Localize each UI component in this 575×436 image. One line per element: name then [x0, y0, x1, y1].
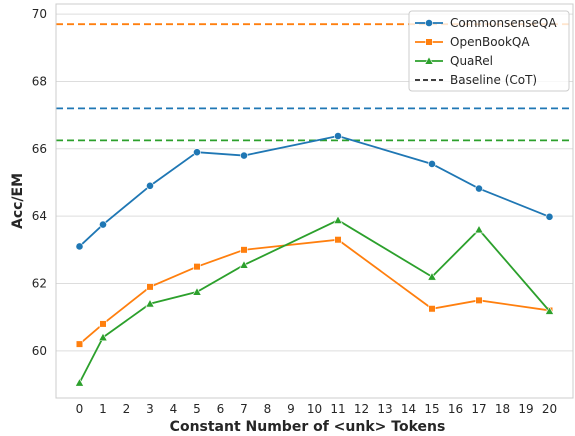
legend-item: CommonsenseQA	[415, 16, 557, 30]
legend-label: QuaRel	[450, 54, 493, 68]
x-tick-label: 2	[123, 402, 131, 416]
x-tick-label: 5	[193, 402, 201, 416]
data-point	[333, 215, 343, 224]
x-tick-label: 7	[240, 402, 248, 416]
x-tick-label: 0	[76, 402, 84, 416]
x-tick-label: 3	[146, 402, 154, 416]
data-point	[475, 184, 483, 193]
x-tick-label: 14	[401, 402, 416, 416]
data-point	[240, 246, 248, 254]
legend: CommonsenseQA OpenBookQA QuaRel Baseline (…	[408, 10, 570, 92]
x-tick-label: 17	[471, 402, 486, 416]
x-tick-label: 19	[518, 402, 533, 416]
data-point	[474, 224, 484, 234]
x-tick-label: 20	[542, 402, 557, 416]
x-tick-label: 16	[448, 402, 463, 416]
data-point	[75, 340, 84, 348]
data-point	[427, 271, 437, 281]
data-point	[545, 212, 554, 221]
series-openbookqa	[75, 236, 554, 348]
x-tick-label: 9	[287, 402, 295, 416]
data-point	[544, 306, 555, 315]
data-point	[193, 148, 201, 157]
x-tick-label: 8	[264, 402, 272, 416]
series-quarel	[74, 215, 555, 387]
legend-item: OpenBookQA	[415, 35, 530, 49]
y-axis-title: Acc/EM	[10, 173, 26, 229]
data-point	[74, 378, 85, 387]
data-point	[334, 236, 342, 244]
data-point	[193, 263, 201, 271]
legend-item: QuaRel	[415, 54, 493, 68]
data-point	[192, 287, 202, 296]
data-point	[334, 132, 342, 140]
data-point	[145, 298, 155, 308]
legend-baseline-label: Baseline (CoT)	[450, 73, 537, 87]
plot-frame	[55, 3, 574, 399]
data-point	[240, 151, 248, 160]
x-tick-label: 12	[354, 402, 369, 416]
data-point	[146, 283, 154, 291]
data-point	[428, 160, 436, 168]
data-point	[428, 305, 436, 313]
y-tick-label: 70	[32, 7, 47, 21]
series-line	[78, 238, 550, 345]
x-tick-label: 4	[170, 402, 178, 416]
data-point	[75, 242, 84, 251]
y-tick-label: 68	[32, 74, 47, 88]
data-point	[99, 220, 107, 229]
y-tick-label: 62	[32, 277, 47, 291]
data-point	[475, 296, 483, 304]
x-tick-label: 15	[424, 402, 439, 416]
y-tick-label: 60	[32, 344, 47, 358]
y-tick-labels: 60 62 64 66 68 70	[32, 7, 47, 358]
data-point	[99, 320, 107, 328]
x-tick-label: 11	[330, 402, 345, 416]
legend-label: CommonsenseQA	[450, 16, 557, 30]
legend-label: OpenBookQA	[450, 35, 530, 49]
x-tick-label: 13	[377, 402, 392, 416]
legend-box	[408, 10, 570, 92]
x-tick-label: 6	[217, 402, 225, 416]
legend-items: CommonsenseQA OpenBookQA QuaRel	[415, 16, 557, 68]
x-tick-labels: 0 1 2 3 4 5 6 7 8 9 10 11 12 13 14 15 16 17 18 19 20	[76, 402, 557, 416]
series-commonsenseqa	[75, 132, 554, 251]
data-point	[424, 56, 434, 65]
x-tick-label: 10	[307, 402, 322, 416]
x-tick-label: 1	[99, 402, 107, 416]
legend-item-baseline: Baseline (CoT)	[415, 73, 537, 87]
data-point	[98, 332, 108, 342]
data-point	[239, 260, 249, 269]
data-point	[425, 38, 433, 46]
x-tick-label: 18	[495, 402, 510, 416]
data-point	[425, 19, 433, 27]
series	[74, 132, 555, 387]
grid	[56, 13, 573, 352]
x-axis-title: Constant Number of <unk> Tokens	[170, 419, 446, 435]
y-tick-label: 64	[32, 209, 47, 223]
data-point	[146, 181, 154, 190]
y-tick-label: 66	[32, 142, 47, 156]
